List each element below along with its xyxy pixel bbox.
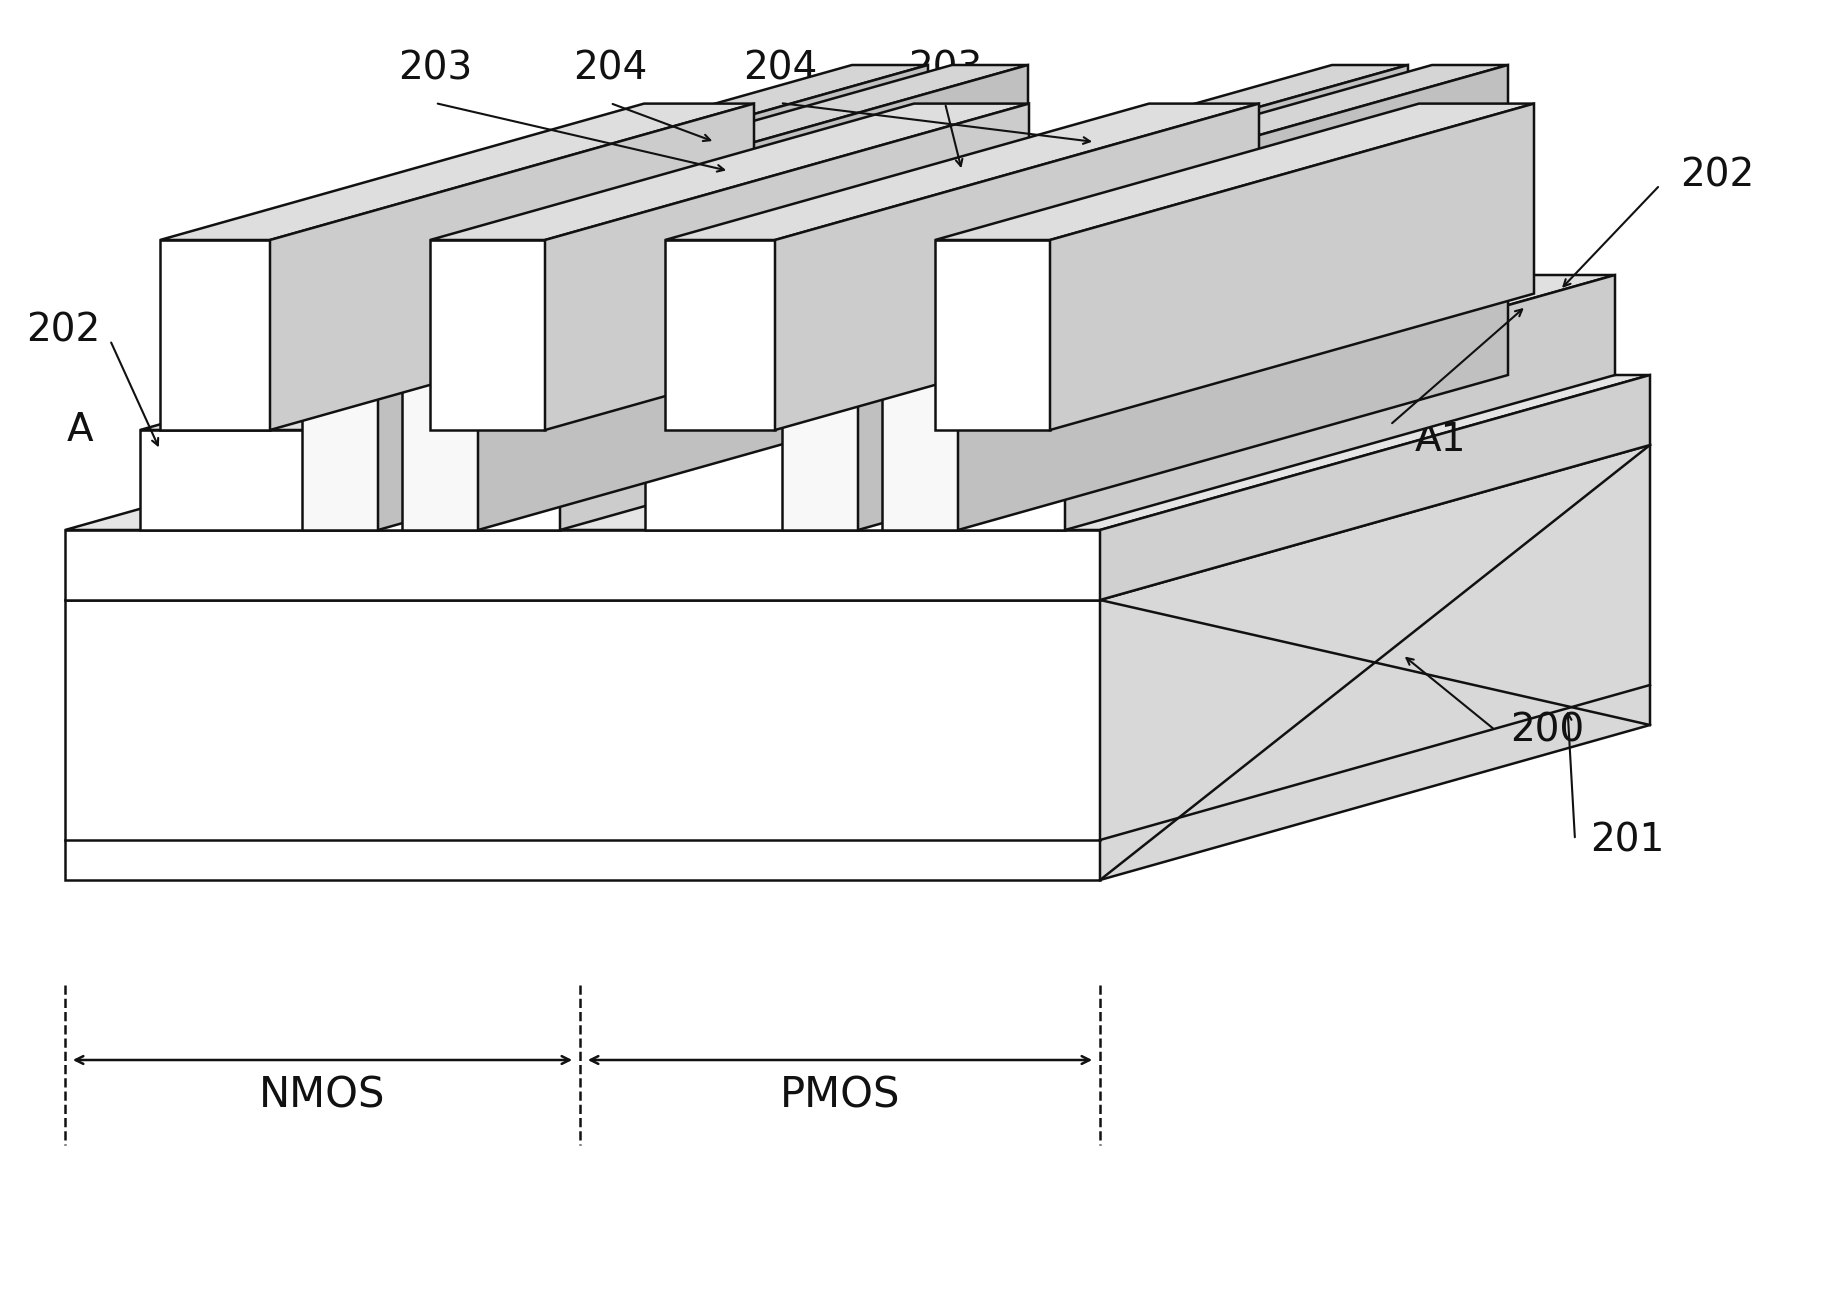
Polygon shape (402, 220, 479, 530)
Text: PMOS: PMOS (779, 1074, 901, 1116)
Text: 204: 204 (742, 49, 818, 87)
Polygon shape (429, 103, 1030, 240)
Text: 201: 201 (1590, 820, 1665, 859)
Text: A: A (66, 411, 94, 450)
Polygon shape (64, 444, 1650, 599)
Text: 203: 203 (908, 49, 982, 87)
Text: 202: 202 (1680, 156, 1754, 194)
Polygon shape (1065, 275, 1615, 530)
Polygon shape (958, 65, 1509, 530)
Polygon shape (302, 65, 928, 220)
Polygon shape (936, 103, 1534, 240)
Polygon shape (1050, 103, 1534, 430)
Polygon shape (560, 275, 1111, 530)
Text: 200: 200 (1510, 711, 1584, 749)
Polygon shape (1100, 375, 1650, 599)
Polygon shape (645, 430, 1065, 530)
Polygon shape (160, 240, 271, 430)
Polygon shape (64, 530, 1100, 599)
Polygon shape (479, 65, 1028, 530)
Polygon shape (64, 375, 1650, 530)
Polygon shape (858, 65, 1407, 530)
Polygon shape (402, 65, 1028, 220)
Polygon shape (64, 599, 1100, 880)
Polygon shape (271, 103, 753, 430)
Polygon shape (429, 240, 545, 430)
Polygon shape (783, 220, 858, 530)
Polygon shape (545, 103, 1030, 430)
Text: NMOS: NMOS (258, 1074, 385, 1116)
Polygon shape (160, 103, 753, 240)
Polygon shape (775, 103, 1258, 430)
Polygon shape (140, 275, 1111, 430)
Polygon shape (783, 65, 1407, 220)
Text: 203: 203 (398, 49, 472, 87)
Polygon shape (882, 65, 1509, 220)
Polygon shape (665, 103, 1258, 240)
Polygon shape (1100, 444, 1650, 880)
Text: 204: 204 (573, 49, 647, 87)
Polygon shape (665, 240, 775, 430)
Polygon shape (645, 275, 1615, 430)
Polygon shape (882, 220, 958, 530)
Polygon shape (302, 220, 378, 530)
Polygon shape (936, 240, 1050, 430)
Polygon shape (378, 65, 928, 530)
Polygon shape (140, 430, 560, 530)
Text: 202: 202 (26, 311, 99, 349)
Text: A1: A1 (1415, 421, 1466, 459)
